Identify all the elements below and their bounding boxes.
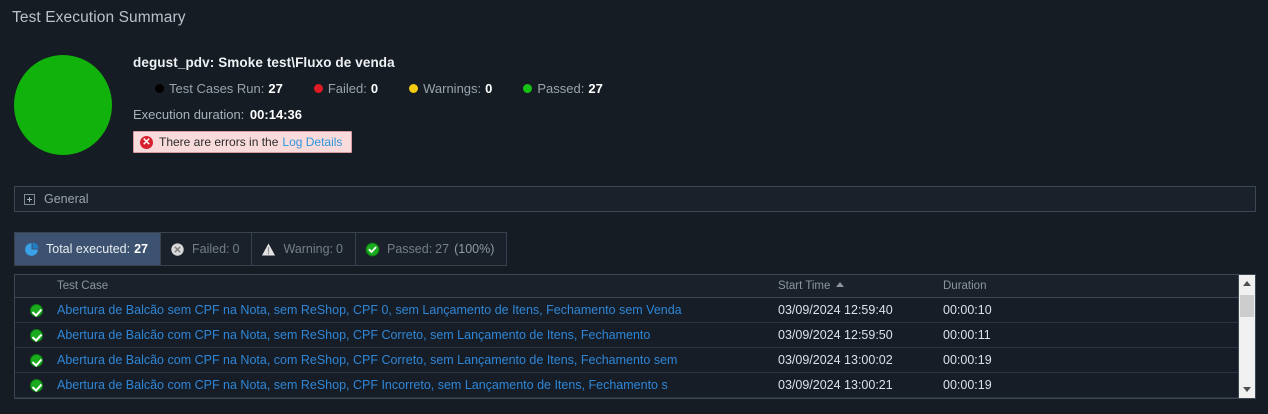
grid-header-duration[interactable]: Duration bbox=[943, 280, 987, 292]
tab-label: Passed: bbox=[387, 242, 433, 256]
tab-label: Failed: bbox=[192, 242, 230, 256]
legend-value: 27 bbox=[268, 81, 283, 96]
row-start-time: 03/09/2024 12:59:50 bbox=[778, 328, 893, 342]
row-status bbox=[15, 328, 43, 342]
tab-passed[interactable]: Passed: 27 (100%) bbox=[356, 233, 506, 265]
grid-header-start-time[interactable]: Start Time bbox=[778, 280, 943, 292]
passed-check-icon bbox=[30, 353, 43, 367]
legend-label: Passed: bbox=[537, 81, 585, 96]
failed-circle-icon bbox=[171, 242, 184, 256]
grid-header-row: Test Case Start Time Duration bbox=[15, 275, 1255, 298]
summary-details: degust_pdv: Smoke test\Fluxo de venda Te… bbox=[133, 45, 1258, 153]
tab-warning[interactable]: Warning: 0 bbox=[252, 233, 356, 265]
tab-label: Total executed: bbox=[46, 242, 131, 256]
pie-chart-icon bbox=[25, 242, 39, 256]
log-details-link[interactable]: Log Details bbox=[282, 135, 343, 149]
row-start-time: 03/09/2024 13:00:02 bbox=[778, 353, 893, 367]
tab-count: 27 bbox=[134, 242, 148, 256]
legend-item: Passed: 27 bbox=[523, 81, 603, 96]
tab-percent: (100%) bbox=[454, 242, 495, 256]
row-duration: 00:00:10 bbox=[943, 303, 992, 317]
legend-item: Test Cases Run: 27 bbox=[155, 81, 283, 96]
plus-box-icon[interactable] bbox=[24, 193, 35, 205]
tab-failed[interactable]: Failed: 0 bbox=[161, 233, 253, 265]
scroll-up-arrow-icon[interactable] bbox=[1239, 275, 1255, 292]
warning-triangle-icon bbox=[262, 243, 276, 255]
sort-ascending-icon bbox=[836, 282, 845, 287]
scroll-down-arrow-icon[interactable] bbox=[1239, 381, 1255, 398]
general-panel-label: General bbox=[44, 192, 89, 206]
page-title: Test Execution Summary bbox=[12, 9, 186, 26]
grid-body: Abertura de Balcão sem CPF na Nota, sem … bbox=[15, 298, 1255, 398]
table-row[interactable]: Abertura de Balcão com CPF na Nota, sem … bbox=[15, 373, 1255, 398]
row-status bbox=[15, 353, 43, 367]
row-status bbox=[15, 303, 43, 317]
row-duration: 00:00:19 bbox=[943, 378, 992, 392]
grid-header-test-case[interactable]: Test Case bbox=[57, 280, 109, 292]
summary-section: degust_pdv: Smoke test\Fluxo de venda Te… bbox=[0, 45, 1268, 180]
legend-item: Failed: 0 bbox=[313, 81, 379, 96]
row-duration: 00:00:11 bbox=[943, 328, 991, 342]
row-start-time: 03/09/2024 13:00:21 bbox=[778, 378, 893, 392]
general-collapsible-panel[interactable]: General bbox=[14, 186, 1256, 212]
execution-duration-label: Execution duration: bbox=[133, 107, 245, 122]
row-status bbox=[15, 378, 43, 392]
row-test-case-link[interactable]: Abertura de Balcão com CPF na Nota, sem … bbox=[57, 378, 668, 392]
yellow-dot-icon bbox=[409, 84, 419, 93]
tab-count: 0 bbox=[232, 242, 240, 256]
row-test-case-link[interactable]: Abertura de Balcão com CPF na Nota, sem … bbox=[57, 328, 651, 342]
grid-vertical-scrollbar[interactable] bbox=[1238, 275, 1255, 398]
suite-name: degust_pdv: Smoke test\Fluxo de venda bbox=[133, 55, 395, 70]
execution-duration-value: 00:14:36 bbox=[249, 107, 302, 122]
legend-value: 0 bbox=[485, 81, 493, 96]
legend-value: 27 bbox=[588, 81, 603, 96]
red-dot-icon bbox=[313, 84, 323, 93]
row-test-case-link[interactable]: Abertura de Balcão sem CPF na Nota, sem … bbox=[57, 303, 682, 317]
test-results-grid: Test Case Start Time Duration Abertura d… bbox=[14, 274, 1256, 399]
row-start-time: 03/09/2024 12:59:40 bbox=[778, 303, 893, 317]
pass-rate-pie-chart bbox=[14, 55, 112, 155]
grid-header-start-time-label: Start Time bbox=[778, 280, 831, 292]
scrollbar-thumb[interactable] bbox=[1240, 295, 1254, 317]
black-dot-icon bbox=[155, 84, 164, 93]
error-banner-text: There are errors in the bbox=[159, 135, 279, 149]
tab-count: 0 bbox=[336, 242, 343, 256]
legend-label: Warnings: bbox=[423, 81, 482, 96]
tab-count: 27 bbox=[435, 242, 450, 256]
legend-label: Test Cases Run: bbox=[169, 81, 265, 96]
table-row[interactable]: Abertura de Balcão com CPF na Nota, sem … bbox=[15, 323, 1255, 348]
results-tab-strip: Total executed: 27 Failed: 0 Warning: 0 Passed… bbox=[14, 232, 508, 266]
summary-legend: Test Cases Run: 27 Failed: 0 Warnings: 0 Passe… bbox=[133, 81, 1258, 96]
error-banner: ✕ There are errors in the Log Details bbox=[133, 131, 353, 153]
row-duration: 00:00:19 bbox=[943, 353, 992, 367]
row-test-case-link[interactable]: Abertura de Balcão com CPF na Nota, com … bbox=[57, 353, 678, 367]
green-dot-icon bbox=[523, 84, 533, 93]
table-row[interactable]: Abertura de Balcão sem CPF na Nota, sem … bbox=[15, 298, 1255, 323]
error-circle-icon: ✕ bbox=[140, 135, 153, 149]
passed-check-icon bbox=[365, 242, 380, 256]
legend-value: 0 bbox=[370, 81, 379, 96]
legend-item: Warnings: 0 bbox=[409, 81, 492, 96]
tab-label: Warning: bbox=[283, 242, 334, 256]
legend-label: Failed: bbox=[327, 81, 367, 96]
passed-check-icon bbox=[30, 328, 43, 342]
passed-check-icon bbox=[30, 303, 43, 317]
passed-check-icon bbox=[30, 378, 43, 392]
table-row[interactable]: Abertura de Balcão com CPF na Nota, com … bbox=[15, 348, 1255, 373]
tab-total-executed[interactable]: Total executed: 27 bbox=[15, 233, 161, 265]
execution-duration: Execution duration: 00:14:36 bbox=[133, 107, 1258, 122]
